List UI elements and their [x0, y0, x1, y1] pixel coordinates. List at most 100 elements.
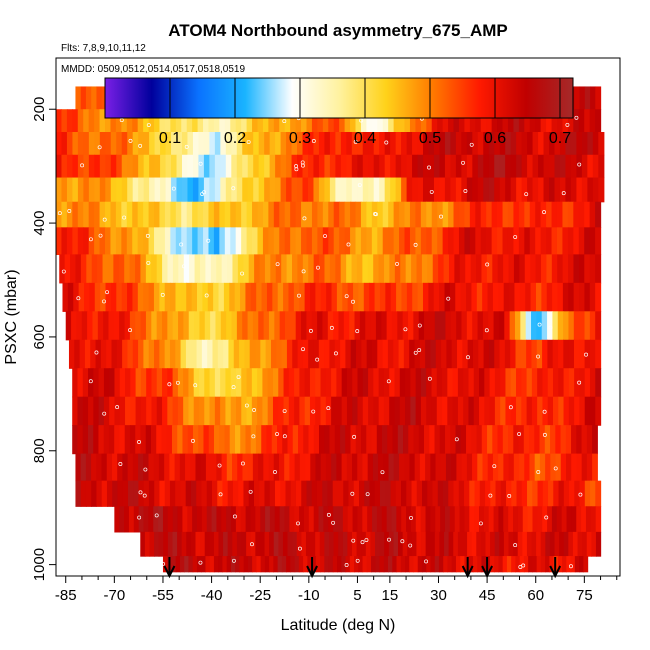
heatmap-cell: [524, 201, 531, 228]
heatmap-cell: [242, 311, 249, 341]
heatmap-cell: [420, 506, 427, 533]
heatmap-cell: [143, 154, 150, 179]
heatmap-cell: [310, 453, 317, 482]
heatmap-cell: [453, 227, 460, 255]
heatmap-cell: [185, 339, 192, 369]
heatmap-cell: [510, 368, 517, 398]
heatmap-cell: [112, 480, 119, 507]
heatmap-cell: [138, 506, 145, 533]
heatmap-cell: [541, 311, 548, 341]
heatmap-cell: [294, 396, 300, 426]
heatmap-cell: [349, 556, 355, 573]
heatmap-cell: [415, 227, 422, 255]
heatmap-cell: [341, 396, 348, 426]
heatmap-cell: [311, 201, 318, 228]
heatmap-cell: [453, 201, 460, 228]
sample-point: [198, 560, 203, 565]
heatmap-cell: [431, 368, 438, 398]
heatmap-cell: [595, 339, 602, 369]
heatmap-cell: [83, 201, 90, 228]
heatmap-cell: [298, 425, 304, 455]
heatmap-cell: [545, 531, 551, 557]
heatmap-cell: [187, 154, 194, 179]
heatmap-cell: [236, 531, 243, 557]
heatmap-cell: [270, 254, 277, 284]
heatmap-cell: [114, 506, 120, 533]
heatmap-cell: [351, 254, 358, 284]
heatmap-cell: [385, 480, 392, 507]
heatmap-cell: [357, 506, 363, 533]
heatmap-cell: [302, 132, 309, 156]
sample-point: [409, 515, 413, 520]
heatmap-cell: [143, 227, 150, 255]
heatmap-cell: [425, 339, 432, 369]
heatmap-cell: [353, 282, 360, 312]
heatmap-cell: [327, 311, 334, 341]
heatmap-cell: [170, 227, 177, 255]
heatmap-cell: [570, 556, 576, 573]
sample-point: [98, 233, 103, 238]
heatmap-cell: [292, 531, 298, 557]
sample-point: [160, 292, 165, 297]
heatmap-cell: [72, 368, 79, 398]
heatmap-cell: [488, 177, 495, 203]
heatmap-cell: [140, 396, 147, 426]
heatmap-cell: [286, 556, 291, 573]
heatmap-cell: [192, 425, 199, 455]
heatmap-cell: [423, 177, 430, 203]
heatmap-cell: [361, 531, 367, 557]
heatmap-cell: [325, 453, 332, 482]
heatmap-cell: [540, 109, 547, 133]
sample-point: [350, 491, 355, 496]
heatmap-cell: [121, 227, 128, 255]
heatmap-cell: [219, 201, 226, 228]
heatmap-cell: [154, 339, 160, 369]
heatmap-cell: [538, 177, 545, 203]
heatmap-cell: [417, 556, 423, 573]
heatmap-cell: [83, 154, 90, 179]
heatmap-cell: [297, 132, 304, 156]
heatmap-cell: [269, 506, 276, 533]
heatmap-cell: [91, 86, 98, 110]
heatmap-cell: [576, 177, 583, 203]
sample-point: [326, 406, 331, 411]
heatmap-cell: [571, 506, 577, 533]
heatmap-cell: [497, 201, 504, 228]
heatmap-cell: [114, 368, 121, 398]
heatmap-cell: [335, 132, 342, 156]
heatmap-cell: [177, 531, 183, 557]
y-axis-label: PSXC (mbar): [3, 269, 20, 364]
heatmap-cell: [543, 177, 550, 203]
heatmap-cell: [530, 282, 537, 312]
heatmap-cell: [388, 201, 395, 228]
heatmap-cell: [138, 339, 144, 369]
heatmap-cell: [175, 556, 181, 573]
heatmap-cell: [313, 132, 320, 156]
sample-point: [297, 546, 302, 551]
heatmap-cell: [246, 396, 253, 426]
heatmap-cell: [110, 154, 117, 179]
heatmap-cell: [267, 368, 274, 398]
heatmap-cell: [423, 154, 430, 179]
heatmap-cell: [268, 109, 275, 133]
heatmap-cell: [573, 109, 580, 133]
heatmap-cell: [149, 177, 156, 203]
heatmap-cell: [391, 311, 398, 341]
heatmap-cell: [172, 311, 179, 341]
heatmap-cell: [484, 368, 491, 398]
heatmap-cell: [217, 339, 224, 369]
heatmap-cell: [148, 453, 155, 482]
heatmap-cell: [121, 154, 128, 179]
heatmap-cell: [507, 227, 515, 255]
heatmap-cell: [272, 282, 279, 312]
heatmap-cell: [303, 506, 310, 533]
heatmap-cell: [377, 227, 384, 255]
heatmap-cell: [66, 154, 74, 179]
heatmap-cell: [82, 425, 89, 455]
heatmap-cell: [135, 368, 142, 398]
heatmap-cell: [177, 425, 184, 455]
heatmap-cell: [439, 282, 446, 312]
heatmap-cell: [560, 425, 567, 455]
sample-point: [248, 489, 253, 494]
heatmap-cell: [197, 227, 204, 255]
